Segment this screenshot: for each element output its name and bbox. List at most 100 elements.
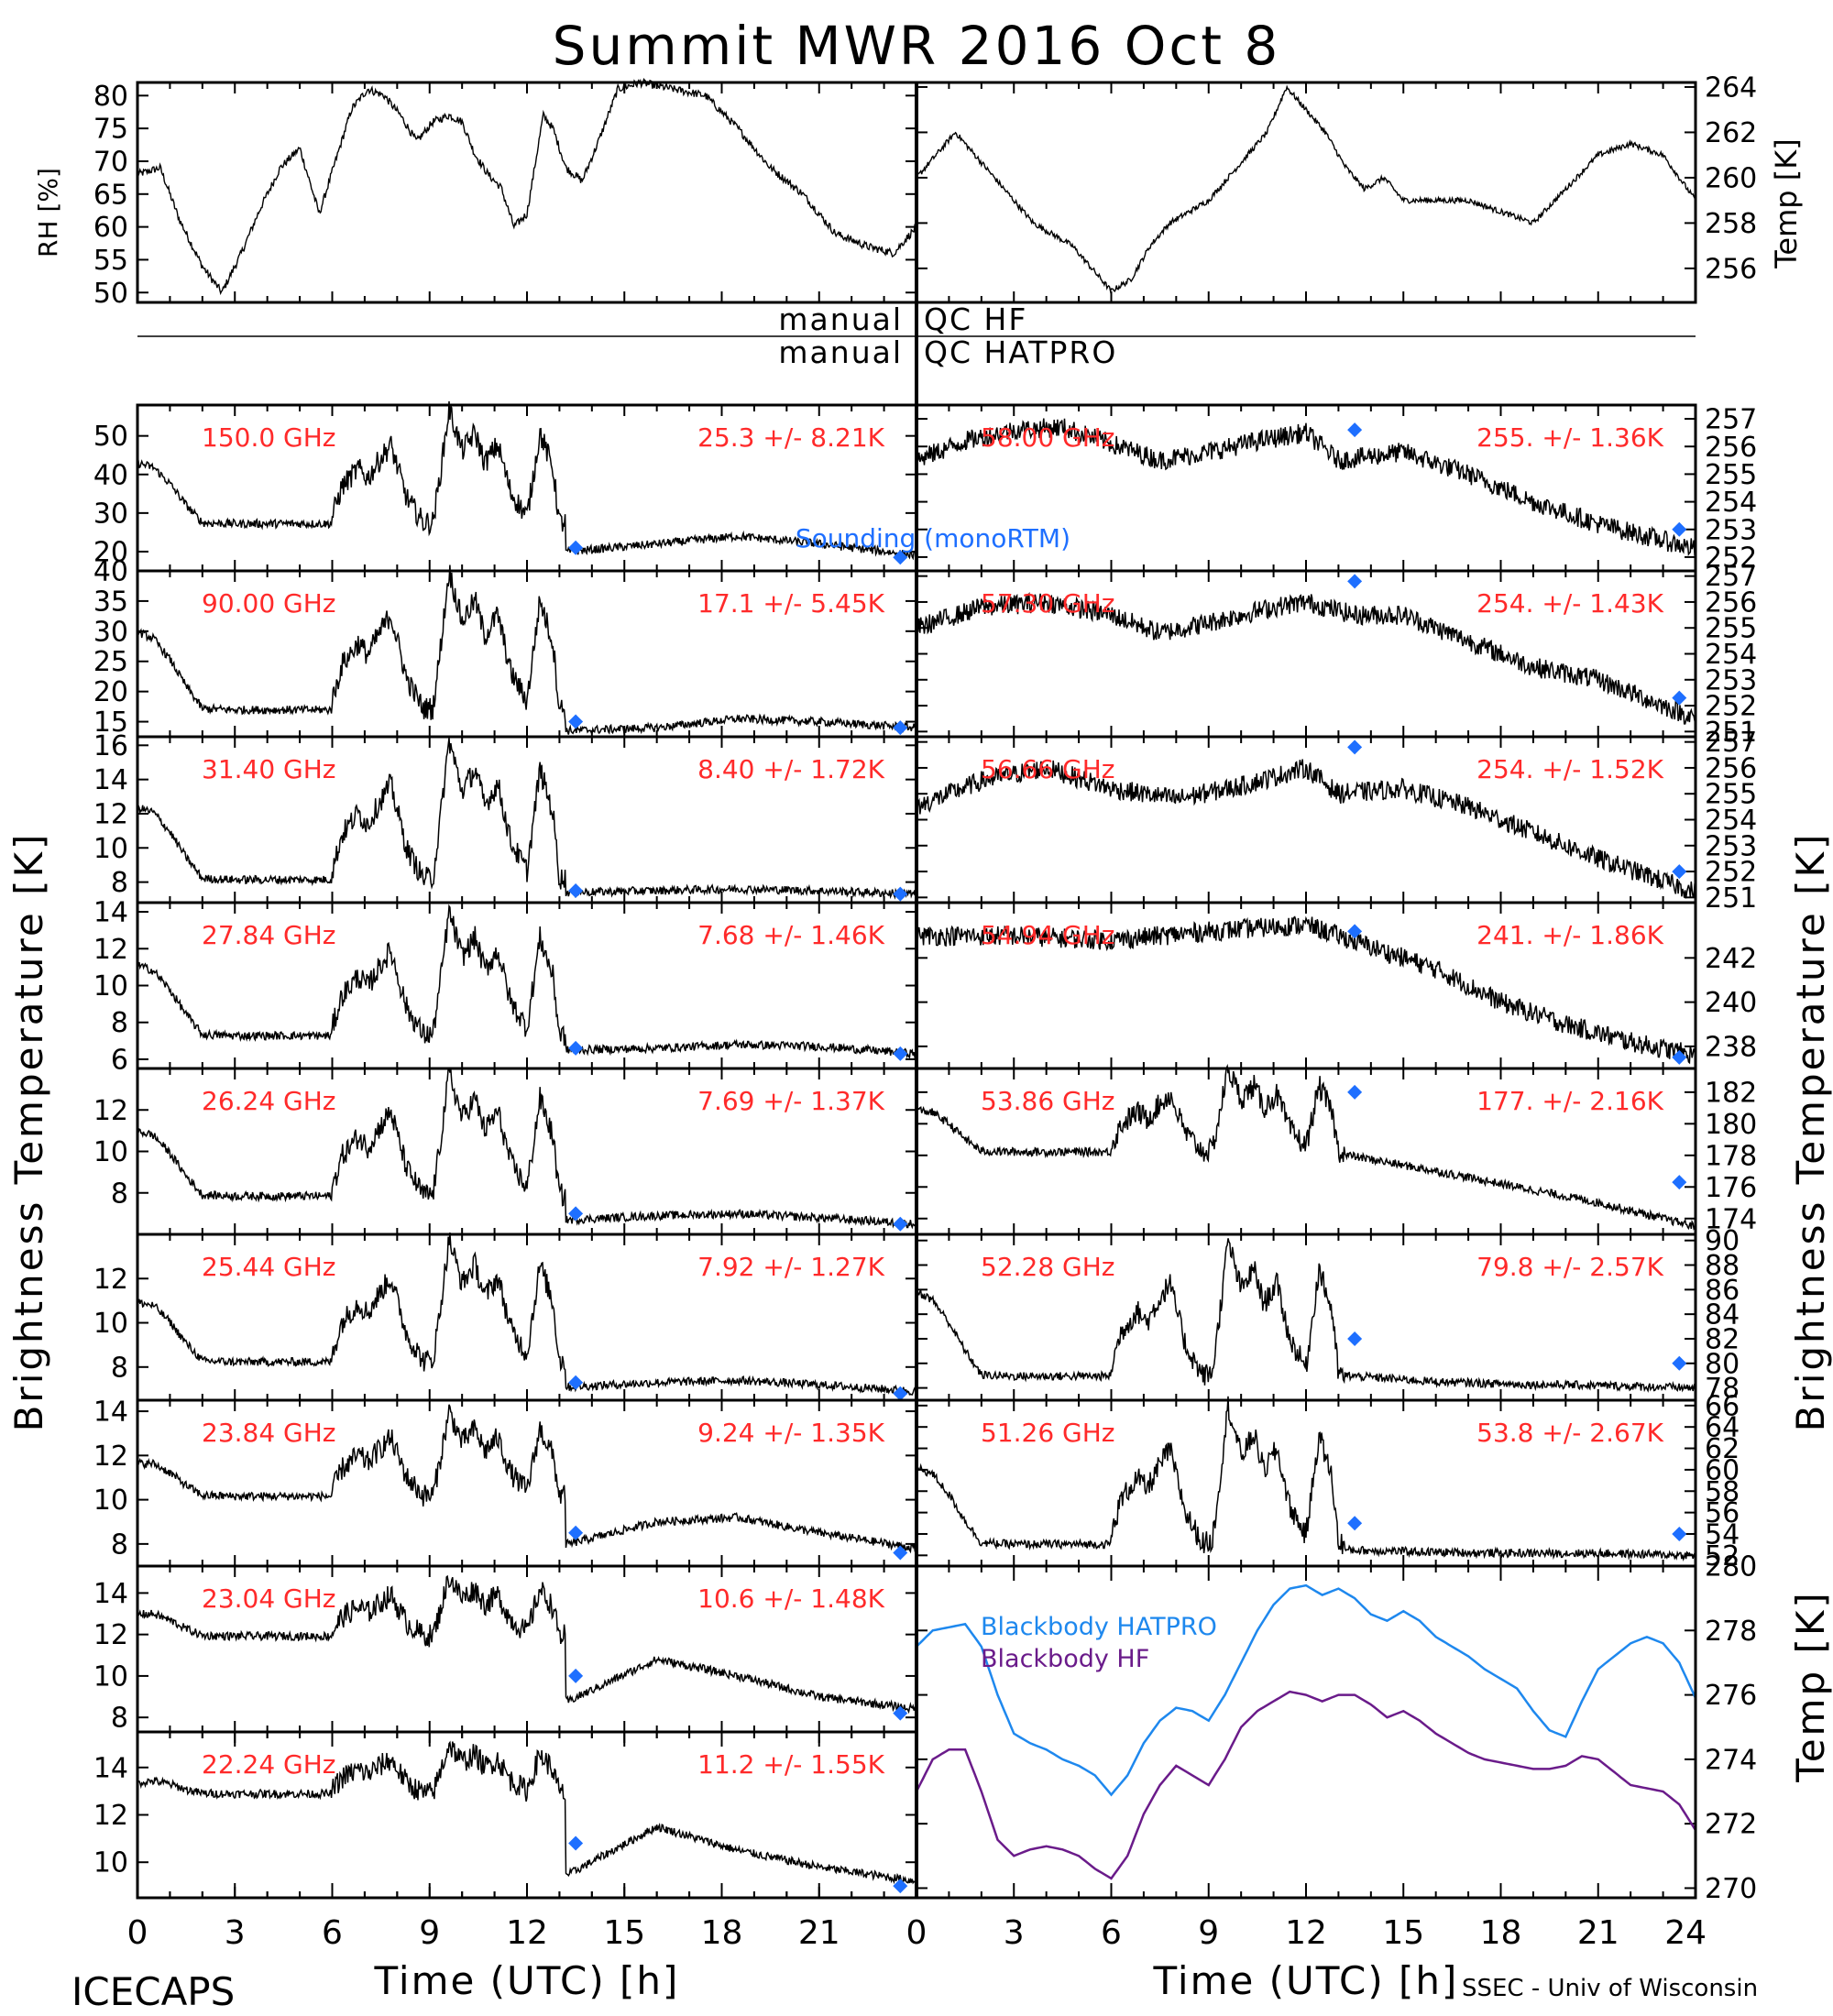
channel-frequency-label: 54.94 GHz bbox=[981, 920, 1115, 950]
sounding-marker bbox=[893, 1705, 908, 1721]
y-tick-label: 20 bbox=[93, 536, 128, 568]
y-tick-label: 66 bbox=[1705, 1390, 1740, 1422]
y-tick-label: 40 bbox=[93, 459, 128, 491]
y-tick-label: 10 bbox=[93, 833, 128, 865]
sounding-marker bbox=[568, 1668, 584, 1683]
channel-frequency-label: 58.00 GHz bbox=[981, 422, 1115, 453]
y-tick-label: 75 bbox=[93, 114, 128, 146]
y-tick-label: 255 bbox=[1705, 779, 1757, 811]
sounding-marker bbox=[1672, 1526, 1687, 1541]
channel-series-left bbox=[137, 1232, 917, 1396]
y-tick-label: 252 bbox=[1705, 542, 1757, 574]
x-tick-label: 9 bbox=[1198, 1914, 1219, 1952]
sounding-marker bbox=[568, 540, 584, 555]
channel-stats-label: 255. +/- 1.36K bbox=[1476, 422, 1663, 453]
y-tick-label: 25 bbox=[93, 646, 128, 678]
y-tick-label: 50 bbox=[93, 278, 128, 310]
sounding-marker bbox=[1347, 1516, 1363, 1531]
y-tick-label: 84 bbox=[1705, 1299, 1740, 1331]
channel-stats-label: 53.8 +/- 2.67K bbox=[1476, 1418, 1663, 1448]
y-tick-label: 257 bbox=[1705, 404, 1757, 436]
y-tick-label: 10 bbox=[93, 1308, 128, 1340]
channel-frequency-label: 56.66 GHz bbox=[981, 754, 1115, 784]
y-tick-label: 253 bbox=[1705, 514, 1757, 546]
y-tick-label: 254 bbox=[1705, 639, 1757, 671]
sounding-marker bbox=[893, 886, 908, 902]
channel-stats-label: 17.1 +/- 5.45K bbox=[697, 588, 884, 619]
y-tick-label: 6 bbox=[111, 1044, 128, 1076]
channel-frequency-label: 51.26 GHz bbox=[981, 1418, 1115, 1448]
y-tick-label: 35 bbox=[93, 586, 128, 618]
y-tick-label: 10 bbox=[93, 1660, 128, 1693]
y-tick-label: 256 bbox=[1705, 752, 1757, 784]
y-tick-label: 78 bbox=[1705, 1373, 1740, 1405]
channel-frequency-label: 23.04 GHz bbox=[202, 1583, 336, 1614]
y-tick-label: 262 bbox=[1705, 117, 1757, 149]
y-tick-label: 12 bbox=[93, 1095, 128, 1127]
sounding-marker bbox=[1347, 574, 1363, 589]
y-tick-label: 270 bbox=[1705, 1873, 1757, 1905]
channel-stats-label: 10.6 +/- 1.48K bbox=[697, 1583, 884, 1614]
footer-project-label: ICECAPS bbox=[71, 1969, 235, 2014]
y-tick-label: 40 bbox=[93, 556, 128, 588]
sounding-marker bbox=[568, 1375, 584, 1390]
sounding-marker bbox=[568, 882, 584, 898]
y-tick-label: 258 bbox=[1705, 208, 1757, 240]
channel-series-right bbox=[916, 759, 1696, 900]
channel-series-right bbox=[916, 592, 1696, 725]
y-tick-label: 60 bbox=[1705, 1454, 1740, 1486]
y-tick-label: 14 bbox=[93, 897, 128, 929]
y-tick-label: 30 bbox=[93, 616, 128, 648]
sounding-marker bbox=[893, 1879, 908, 1894]
rh-series bbox=[137, 78, 917, 296]
x-tick-label: 24 bbox=[1664, 1914, 1707, 1952]
channel-stats-label: 8.40 +/- 1.72K bbox=[697, 754, 884, 784]
y-tick-label: 64 bbox=[1705, 1412, 1740, 1444]
y-tick-label: 274 bbox=[1705, 1744, 1757, 1776]
channel-frequency-label: 27.84 GHz bbox=[202, 920, 336, 950]
y-tick-label: 82 bbox=[1705, 1323, 1740, 1355]
y-tick-label: 256 bbox=[1705, 432, 1757, 464]
sounding-marker bbox=[568, 714, 584, 729]
channel-stats-label: 9.24 +/- 1.35K bbox=[697, 1418, 884, 1448]
channel-frequency-label: 53.86 GHz bbox=[981, 1086, 1115, 1116]
channel-stats-label: 241. +/- 1.86K bbox=[1476, 920, 1663, 950]
y-tick-label: 12 bbox=[93, 798, 128, 830]
sounding-marker bbox=[568, 1206, 584, 1222]
y-tick-label: 62 bbox=[1705, 1433, 1740, 1465]
y-tick-label: 10 bbox=[93, 970, 128, 1003]
y-tick-label: 8 bbox=[111, 1528, 128, 1561]
y-tick-label: 54 bbox=[1705, 1518, 1740, 1550]
channel-stats-label: 254. +/- 1.43K bbox=[1476, 588, 1663, 619]
y-tick-label: 10 bbox=[93, 1485, 128, 1517]
channel-series-right bbox=[916, 915, 1696, 1066]
y-tick-label: 14 bbox=[93, 764, 128, 796]
y-tick-label: 278 bbox=[1705, 1616, 1757, 1648]
y-tick-label: 180 bbox=[1705, 1109, 1757, 1141]
channel-series-left bbox=[137, 1067, 917, 1230]
channel-stats-label: 177. +/- 2.16K bbox=[1476, 1086, 1663, 1116]
channel-series-left bbox=[137, 904, 917, 1059]
y-tick-label: 55 bbox=[93, 245, 128, 277]
y-tick-label: 30 bbox=[93, 498, 128, 530]
channel-frequency-label: 22.24 GHz bbox=[202, 1749, 336, 1780]
x-tick-label: 18 bbox=[701, 1914, 743, 1952]
y-tick-label: 174 bbox=[1705, 1203, 1757, 1235]
sounding-marker bbox=[1347, 740, 1363, 755]
sounding-marker bbox=[1672, 521, 1687, 537]
y-tick-label: 176 bbox=[1705, 1172, 1757, 1204]
qc-hatpro-label-left: manual bbox=[778, 334, 903, 370]
channel-series-right bbox=[916, 1063, 1696, 1231]
sounding-marker bbox=[1672, 864, 1687, 880]
x-tick-label: 12 bbox=[506, 1914, 548, 1952]
channel-frequency-label: 26.24 GHz bbox=[202, 1086, 336, 1116]
channel-series-left bbox=[137, 1574, 917, 1715]
channel-stats-label: 7.69 +/- 1.37K bbox=[697, 1086, 884, 1116]
y-tick-label: 255 bbox=[1705, 459, 1757, 491]
qc-hf-label-left: manual bbox=[778, 301, 903, 337]
sounding-marker bbox=[893, 720, 908, 736]
y-tick-label: 8 bbox=[111, 1352, 128, 1384]
x-tick-label: 3 bbox=[225, 1914, 246, 1952]
